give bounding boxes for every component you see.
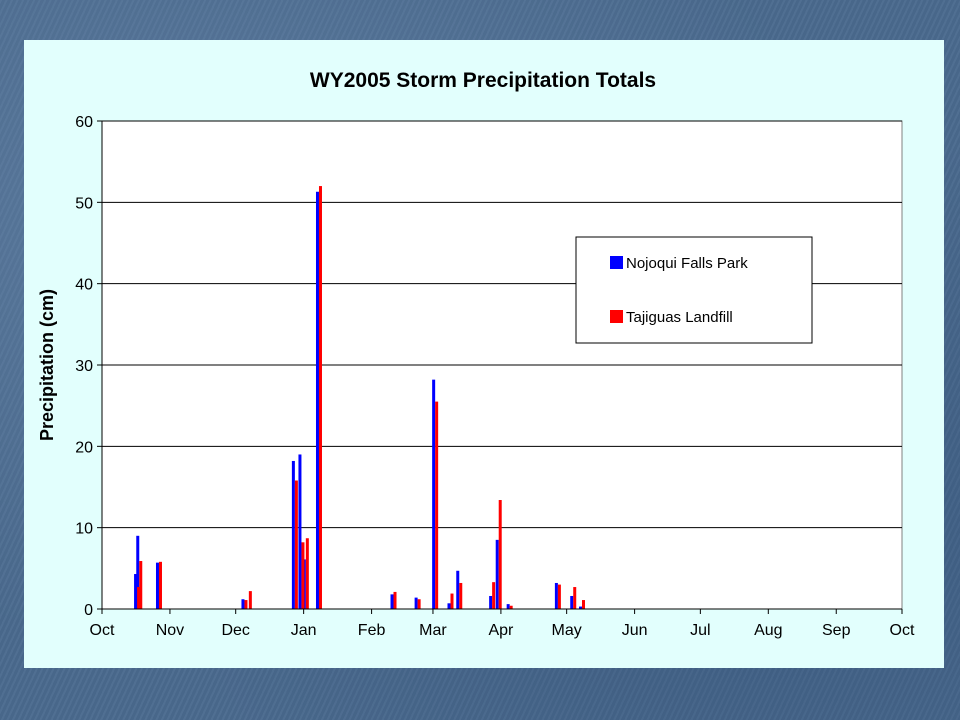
x-tick-label: Jan	[291, 622, 317, 639]
bar-tajiguas	[435, 401, 439, 609]
bar-tajiguas	[318, 186, 322, 610]
bar-tajiguas	[305, 538, 309, 609]
bar-nojoqui	[291, 460, 295, 609]
bar-nojoqui	[570, 595, 574, 609]
y-tick-label: 10	[75, 521, 93, 538]
y-tick-label: 20	[75, 439, 93, 456]
bar-tajiguas	[492, 582, 496, 609]
x-tick-label: Mar	[419, 622, 447, 639]
bar-nojoqui	[432, 379, 436, 609]
bar-nojoqui	[447, 603, 451, 609]
y-axis-label: Precipitation (cm)	[37, 289, 57, 441]
axes: 0 10 20 30 40 50 60 Oct Nov Dec Jan Feb Mar Apr May Jun…	[75, 114, 915, 639]
bar-tajiguas	[498, 500, 502, 609]
chart-title: WY2005 Storm Precipitation Totals	[310, 69, 656, 92]
bar-tajiguas	[139, 561, 143, 609]
bar-tajiguas	[294, 480, 298, 609]
legend-label-tajiguas: Tajiguas Landfill	[626, 309, 733, 326]
legend-label-nojoqui: Nojoqui Falls Park	[626, 255, 748, 272]
bar-nojoqui	[495, 539, 499, 609]
bar-tajiguas	[244, 600, 248, 609]
chart: WY2005 Storm Precipitation Totals 0 10 20 3…	[37, 69, 915, 639]
x-tick-label: Jun	[622, 622, 648, 639]
bar-tajiguas	[573, 587, 577, 609]
bar-tajiguas	[450, 593, 454, 609]
x-tick-label: Sep	[822, 622, 851, 639]
x-tick-label: Nov	[156, 622, 184, 639]
x-tick-label: Dec	[221, 622, 249, 639]
bar-nojoqui	[506, 604, 510, 609]
bar-nojoqui	[554, 582, 558, 609]
bar-tajiguas	[417, 599, 421, 609]
bar-nojoqui	[298, 454, 302, 609]
bar-nojoqui	[155, 562, 159, 609]
y-tick-label: 0	[84, 602, 93, 619]
y-tick-label: 40	[75, 277, 93, 294]
bar-nojoqui	[315, 191, 319, 609]
bar-nojoqui	[241, 599, 245, 609]
bar-nojoqui	[390, 594, 394, 609]
bar-tajiguas	[582, 600, 585, 609]
bar-nojoqui	[456, 570, 460, 609]
x-tick-label: Oct	[90, 622, 115, 639]
bar-nojoqui	[134, 574, 138, 609]
bar-tajiguas	[158, 561, 162, 609]
x-tick-label: Jul	[690, 622, 710, 639]
bar-nojoqui	[579, 606, 582, 609]
bar-tajiguas	[301, 542, 305, 609]
y-tick-label: 50	[75, 195, 93, 212]
bar-tajiguas	[393, 591, 397, 609]
x-tick-label: Aug	[754, 622, 782, 639]
y-tick-label: 30	[75, 358, 93, 375]
bar-tajiguas	[137, 587, 141, 609]
bars	[134, 186, 585, 610]
bar-tajiguas	[248, 591, 252, 609]
legend: Nojoqui Falls Park Tajiguas Landfill	[575, 236, 813, 344]
bar-tajiguas	[459, 582, 463, 609]
gridlines	[102, 120, 902, 529]
legend-box	[575, 236, 813, 344]
x-tick-label: Apr	[488, 622, 514, 639]
x-tick-label: May	[552, 622, 582, 639]
x-tick-label: Feb	[358, 622, 386, 639]
bar-tajiguas	[509, 605, 513, 609]
legend-swatch-tajiguas	[610, 310, 623, 323]
bar-nojoqui	[136, 535, 140, 609]
y-tick-label: 60	[75, 114, 93, 131]
slide-panel: WY2005 Storm Precipitation Totals 0 10 20 3…	[24, 40, 944, 668]
bar-nojoqui	[489, 595, 493, 609]
legend-swatch-nojoqui	[610, 256, 623, 269]
x-tick-label: Oct	[890, 622, 915, 639]
bar-nojoqui	[414, 597, 418, 609]
bar-tajiguas	[557, 584, 561, 609]
